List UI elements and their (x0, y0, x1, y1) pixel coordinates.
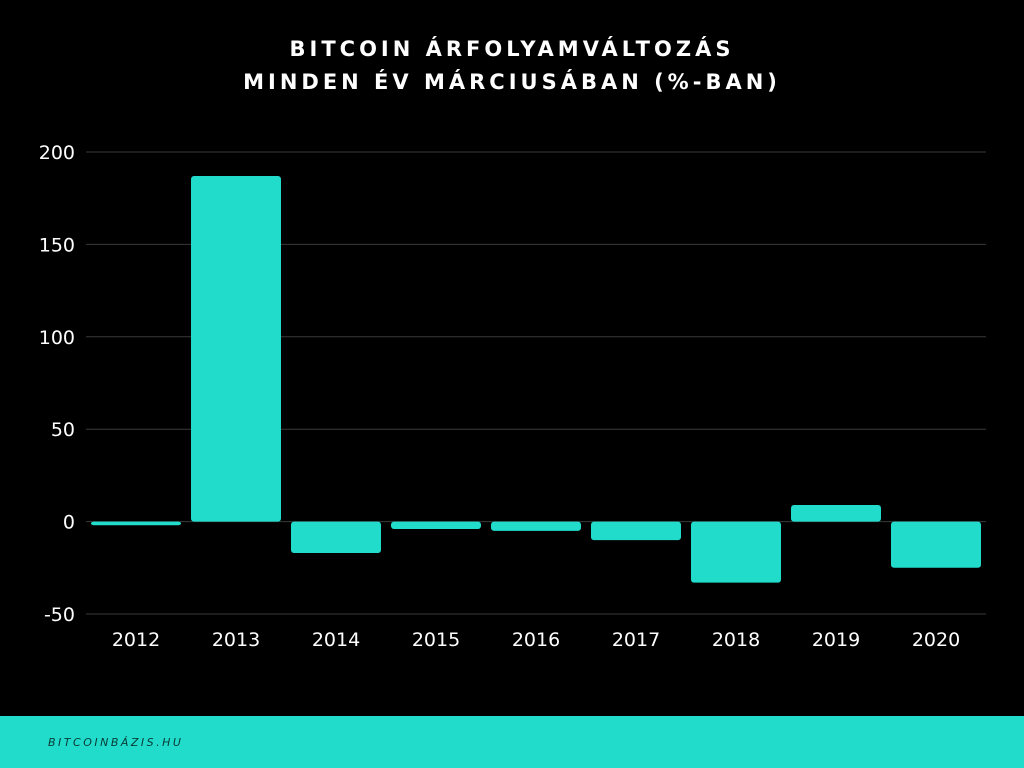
bar-2016 (491, 521, 581, 531)
x-tick-label: 2014 (312, 629, 360, 651)
x-tick-label: 2020 (912, 629, 960, 651)
bar-2018 (691, 521, 781, 583)
chart-title: BITCOIN ÁRFOLYAMVÁLTOZÁS MINDEN ÉV MÁRCI… (0, 33, 1024, 99)
bar-2012 (91, 521, 181, 526)
bar-2015 (391, 521, 481, 529)
y-tick-label: 100 (39, 327, 75, 349)
bar-2017 (591, 521, 681, 541)
y-tick-label: 0 (63, 512, 75, 534)
footer-bar: BITCOINBÁZIS.HU (0, 716, 1024, 768)
bar-chart: 200 150 100 50 0 -50 2012 2013 2014 2015 2016 2017… (39, 142, 986, 651)
y-tick-label: 200 (39, 142, 75, 164)
bars (91, 176, 981, 583)
footer-site-label: BITCOINBÁZIS.HU (48, 736, 184, 749)
x-tick-label: 2018 (712, 629, 760, 651)
y-axis-tick-labels: 200 150 100 50 0 -50 (39, 142, 75, 626)
x-tick-label: 2013 (212, 629, 260, 651)
bar-2013 (191, 176, 281, 522)
x-tick-label: 2019 (812, 629, 860, 651)
y-tick-label: 50 (51, 419, 75, 441)
bar-2019 (791, 504, 881, 522)
x-tick-label: 2015 (412, 629, 460, 651)
x-tick-label: 2017 (612, 629, 660, 651)
x-tick-label: 2012 (112, 629, 160, 651)
y-tick-label: -50 (44, 604, 75, 626)
chart-title-line-1: BITCOIN ÁRFOLYAMVÁLTOZÁS (289, 37, 735, 61)
x-tick-label: 2016 (512, 629, 560, 651)
x-axis-tick-labels: 2012 2013 2014 2015 2016 2017 2018 2019 2020 (112, 629, 960, 651)
bar-2020 (891, 521, 981, 568)
bar-2014 (291, 521, 381, 554)
y-tick-label: 150 (39, 234, 75, 256)
chart-title-line-2: MINDEN ÉV MÁRCIUSÁBAN (%-BAN) (243, 70, 781, 94)
